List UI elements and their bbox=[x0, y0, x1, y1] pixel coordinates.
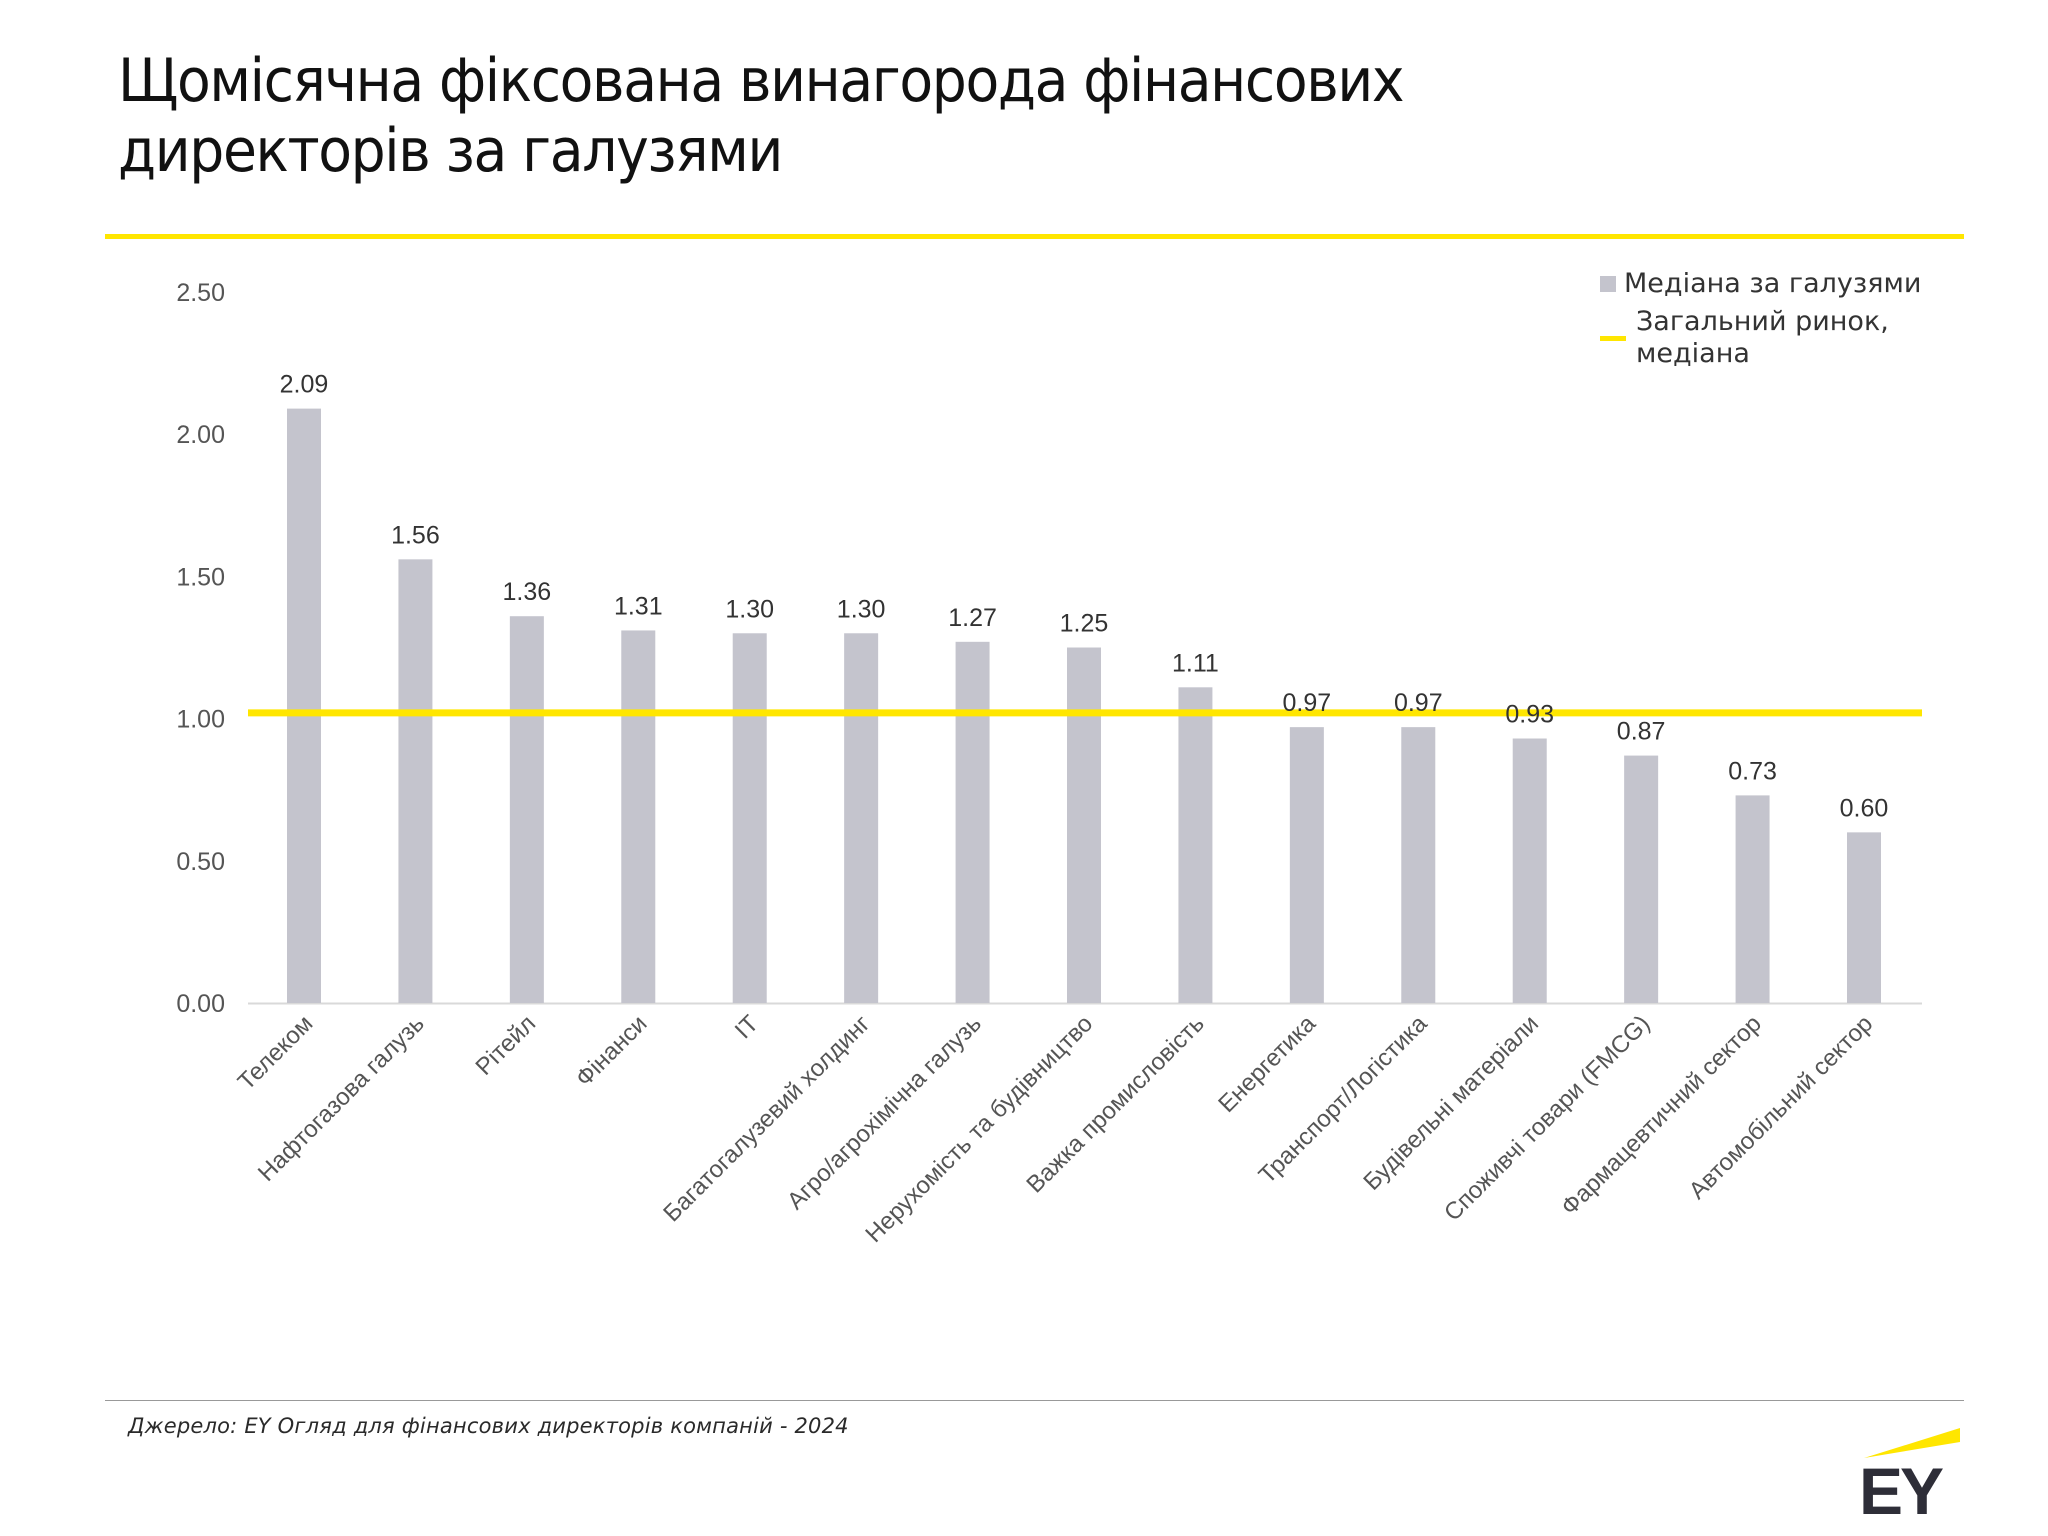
y-tick-label: 0.50 bbox=[176, 848, 225, 876]
x-tick-label: Агро/агрохімічна галузь bbox=[782, 1010, 987, 1215]
data-label: 1.36 bbox=[503, 578, 552, 606]
legend-item-market-median: Загальний ринок, медіана bbox=[1600, 306, 1921, 370]
bar bbox=[509, 616, 544, 1003]
y-tick-label: 2.50 bbox=[176, 279, 225, 307]
legend-line-swatch-icon bbox=[1600, 335, 1626, 341]
data-label: 1.27 bbox=[948, 604, 997, 632]
bar bbox=[1289, 727, 1324, 1003]
x-tick-label: Фармацевтичний сектор bbox=[1556, 1010, 1767, 1221]
source-note: Джерело: EY Огляд для фінансових директо… bbox=[128, 1414, 849, 1438]
y-tick-label: 1.00 bbox=[176, 706, 225, 734]
bar bbox=[732, 633, 767, 1003]
data-label: 0.97 bbox=[1283, 689, 1332, 717]
bar bbox=[955, 641, 990, 1003]
legend-label-market-median: Загальний ринок, медіана bbox=[1636, 306, 1889, 369]
data-label: 0.87 bbox=[1617, 718, 1666, 746]
data-label: 1.56 bbox=[391, 521, 440, 549]
bar bbox=[398, 559, 433, 1003]
title-divider bbox=[105, 234, 1964, 239]
data-label: 0.73 bbox=[1728, 757, 1777, 785]
x-tick-label: Рітейл bbox=[471, 1010, 542, 1081]
bar-chart: 0.00 0.50 1.00 1.50 2.00 2.50 2.09 1.56 1.36 1.31… bbox=[176, 279, 1922, 1248]
data-label: 1.30 bbox=[725, 595, 774, 623]
x-tick-label: Телеком bbox=[233, 1010, 318, 1095]
legend-label-industry-median: Медіана за галузями bbox=[1624, 268, 1922, 299]
bar bbox=[1512, 738, 1547, 1003]
y-tick-label: 1.50 bbox=[176, 563, 225, 591]
bar bbox=[287, 408, 321, 1003]
bar bbox=[621, 630, 656, 1003]
title-line-2: директорів за галузями bbox=[118, 116, 783, 186]
data-label: 1.25 bbox=[1060, 610, 1109, 638]
legend-item-industry-median: Медіана за галузями bbox=[1600, 268, 1921, 300]
footer-divider bbox=[105, 1400, 1964, 1401]
bar bbox=[1624, 755, 1659, 1003]
bar bbox=[844, 633, 879, 1003]
data-label: 0.60 bbox=[1840, 794, 1889, 822]
data-label: 0.97 bbox=[1394, 689, 1443, 717]
x-tick-label: Фінанси bbox=[571, 1010, 653, 1092]
ey-logo-beam-icon bbox=[1864, 1428, 1960, 1458]
legend-bar-swatch-icon bbox=[1600, 276, 1616, 292]
page-title: Щомісячна фіксована винагорода фінансови… bbox=[118, 46, 1405, 186]
x-tick-label: Споживчі товари (FMCG) bbox=[1439, 1010, 1655, 1226]
x-tick-label: Автомобільний сектор bbox=[1684, 1010, 1878, 1204]
data-label: 2.09 bbox=[280, 371, 329, 399]
ey-logo-text: EY bbox=[1859, 1454, 1944, 1528]
bar bbox=[1847, 832, 1881, 1003]
x-tick-label: Нерухомість та будівництво bbox=[860, 1010, 1098, 1248]
x-tick-label: Енергетика bbox=[1213, 1010, 1321, 1118]
chart-legend: Медіана за галузями Загальний ринок, мед… bbox=[1600, 268, 1921, 376]
data-label: 1.31 bbox=[614, 592, 663, 620]
y-tick-label: 0.00 bbox=[176, 990, 225, 1018]
data-label: 1.30 bbox=[837, 595, 886, 623]
bar bbox=[1067, 647, 1101, 1003]
bar bbox=[1735, 795, 1770, 1003]
bar bbox=[1178, 687, 1213, 1003]
data-label: 1.11 bbox=[1172, 649, 1219, 677]
bar bbox=[1401, 727, 1436, 1003]
y-tick-label: 2.00 bbox=[176, 421, 225, 449]
data-label: 0.93 bbox=[1505, 701, 1554, 729]
title-line-1: Щомісячна фіксована винагорода фінансови… bbox=[118, 46, 1405, 116]
x-tick-label: Багатогалузевий холдинг bbox=[658, 1010, 875, 1227]
x-tick-label: IT bbox=[730, 1010, 764, 1044]
